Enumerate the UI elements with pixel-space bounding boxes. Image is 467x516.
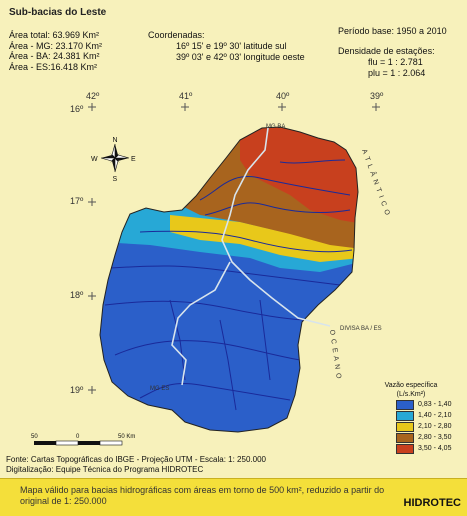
lat-label-18: 18º (70, 290, 84, 300)
coordinates-label: Coordenadas: (148, 30, 205, 40)
legend-label: 3,50 - 4,05 (418, 445, 452, 452)
lat-label-16: 16º (70, 104, 84, 114)
label-mg-ba: MG BA (266, 124, 285, 130)
footer-line2: original de 1: 250.000 (20, 496, 107, 506)
area-mg: Área - MG: 23.170 Km² (9, 40, 103, 51)
label-ocean: O C E A N O (328, 329, 342, 380)
area-summary: Área total: 63.969 Km² Área - MG: 23.170… (9, 30, 102, 72)
legend-title-line2: (L/s.Km²) (396, 391, 426, 398)
compass-rose-icon: N S E W (91, 137, 136, 183)
grid-ticks (88, 103, 380, 394)
lon-label-39: 39º (370, 91, 384, 101)
lon-label-40: 40º (276, 91, 290, 101)
legend-swatch (396, 421, 414, 432)
compass-e: E (131, 156, 136, 163)
state-border-mg-es (171, 261, 231, 386)
legend-swatch (396, 432, 414, 443)
zone-class-5 (240, 127, 358, 225)
label-divisa: DIVISA BA / ES (340, 326, 382, 332)
coordinates-lat: 16º 15' e 19º 30' latitude sul (176, 41, 287, 51)
source-line2: Digitalização: Equipe Técnica do Program… (6, 465, 204, 474)
footer-bar: Mapa válido para bacias hidrográficas co… (0, 478, 467, 516)
scale-label-50km: 50 Km (118, 434, 135, 440)
label-atlantic: A T L Â N T I C O (360, 148, 393, 218)
legend-title-line1: Vazão específica (384, 382, 438, 389)
basin-zones (100, 127, 358, 432)
legend-item: 0,83 - 1,40 (396, 399, 451, 410)
base-period: Período base: 1950 a 2010 (338, 26, 447, 36)
label-mg-es: MG ES (150, 386, 169, 392)
area-ba: Área - BA: 24.381 Km² (9, 51, 100, 61)
legend-item: 3,50 - 4,05 (396, 443, 451, 454)
compass-n: N (113, 137, 118, 144)
density-plu: plu = 1 : 2.064 (368, 68, 426, 78)
legend-item: 2,10 - 2,80 (396, 421, 451, 432)
basin-outline (99, 126, 359, 433)
state-border-mg-ba (221, 127, 331, 327)
footer-line1: Mapa válido para bacias hidrográficas co… (20, 485, 385, 495)
lon-label-42: 42º (86, 91, 100, 101)
density-label: Densidade de estações: (338, 46, 435, 56)
area-total: Área total: 63.969 Km² (9, 30, 100, 40)
station-density: Densidade de estações: flu = 1 : 2.781 p… (338, 46, 435, 79)
legend-label: 0,83 - 1,40 (418, 401, 452, 408)
scale-label-0: 0 (76, 434, 80, 440)
basin-map: 42º 41º 40º 39º 16º 17º 18º 19º (31, 91, 393, 446)
legend-swatch (396, 399, 414, 410)
rivers (104, 159, 353, 411)
lat-label-17: 17º (70, 196, 84, 206)
legend-item: 1,40 - 2,10 (396, 410, 451, 421)
scale-label-50: 50 (31, 434, 38, 440)
map-title: Sub-bacias do Leste (9, 7, 107, 18)
brand-logo: HIDROTEC (403, 497, 461, 509)
compass-w: W (91, 156, 98, 163)
source-line1: Fonte: Cartas Topográficas do IBGE - Pro… (6, 455, 266, 464)
density-flu: flu = 1 : 2.781 (368, 57, 423, 67)
legend-swatch (396, 410, 414, 421)
legend-title: Vazão específica (L/s.Km²) (376, 381, 446, 399)
grid-labels: 42º 41º 40º 39º 16º 17º 18º 19º (70, 91, 384, 395)
source-note: Fonte: Cartas Topográficas do IBGE - Pro… (6, 455, 266, 475)
footer-message: Mapa válido para bacias hidrográficas co… (20, 485, 384, 507)
compass-s: S (113, 176, 118, 183)
legend-item: 2,80 - 3,50 (396, 432, 451, 443)
coordinates-block: Coordenadas: 16º 15' e 19º 30' latitude … (148, 30, 305, 63)
scale-bar: 50 0 50 Km (31, 434, 135, 446)
legend-label: 2,80 - 3,50 (418, 434, 452, 441)
area-es: Área - ES:16.418 Km² (9, 61, 98, 72)
legend-swatch (396, 443, 414, 454)
legend-label: 2,10 - 2,80 (418, 423, 452, 430)
coordinates-lon: 39º 03' e 42º 03' longitude oeste (176, 52, 305, 62)
zone-class-3 (170, 215, 358, 262)
legend-label: 1,40 - 2,10 (418, 412, 452, 419)
lat-label-19: 19º (70, 385, 84, 395)
legend: Vazão específica (L/s.Km²) 0,83 - 1,40 1… (385, 381, 451, 454)
lon-label-41: 41º (179, 91, 193, 101)
